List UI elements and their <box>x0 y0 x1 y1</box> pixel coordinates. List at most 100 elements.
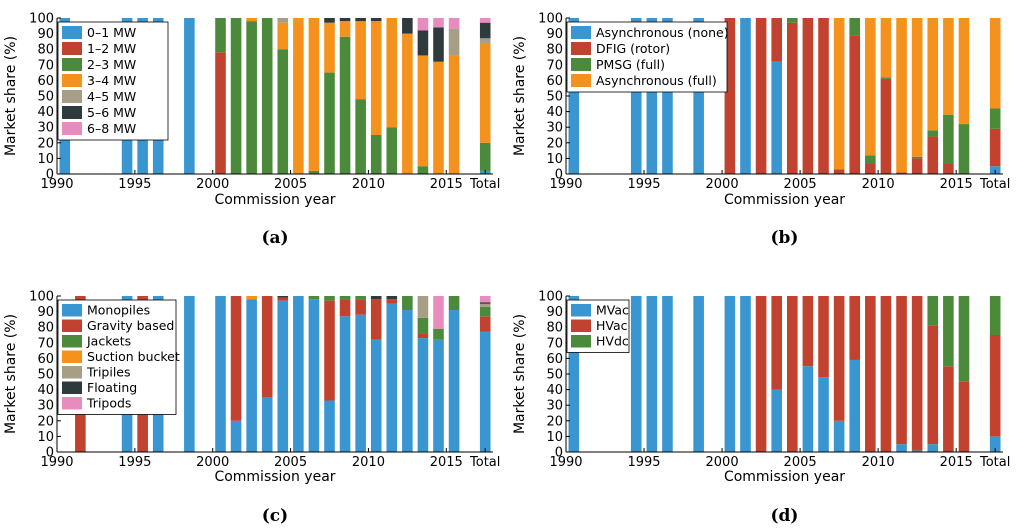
x-tick-label: Total <box>979 455 1010 470</box>
x-tick-label: 1995 <box>627 177 660 192</box>
bar-segment <box>989 296 1001 335</box>
y-axis-label: Market share (%) <box>3 314 19 434</box>
y-tick-label: 90 <box>37 27 54 42</box>
legend: 0–1 MW1–2 MW2–3 MW3–4 MW4–5 MW5–6 MW6–8 … <box>57 21 169 141</box>
bar-segment <box>215 296 226 452</box>
bar-segment <box>308 170 320 174</box>
legend-swatch <box>62 304 82 317</box>
bar-segment <box>402 296 413 311</box>
bar-segment <box>339 299 351 317</box>
x-tick-label: Total <box>469 455 500 470</box>
bar-segment <box>370 21 382 135</box>
bar-segment <box>261 296 273 398</box>
bar-segment <box>943 114 954 164</box>
bar-segment <box>693 296 704 452</box>
x-tick-label: 2005 <box>274 455 307 470</box>
bar-segment <box>771 61 782 174</box>
bar-segment <box>911 18 923 157</box>
bar-segment <box>479 38 491 43</box>
bar-segment <box>417 30 429 56</box>
bar-segment <box>568 296 580 452</box>
bar-segment <box>448 28 460 56</box>
bar-segment <box>927 444 939 452</box>
x-tick-label: Total <box>979 177 1010 192</box>
legend-swatch <box>571 74 591 87</box>
bar-segment <box>849 18 861 36</box>
y-tick-label: 80 <box>546 43 563 58</box>
bar-segment <box>479 306 491 317</box>
x-tick-label: 2010 <box>352 177 385 192</box>
legend-entry: Monopiles <box>87 303 150 318</box>
legend-box <box>566 21 728 93</box>
bar-segment <box>833 169 845 174</box>
x-tick-label: 1995 <box>627 455 660 470</box>
bar-segment <box>355 99 366 174</box>
y-axis-label: Market share (%) <box>512 314 528 434</box>
y-tick-label: 10 <box>546 430 563 445</box>
x-tick-label: 2000 <box>196 455 229 470</box>
bar-segment <box>479 316 491 332</box>
bar-segment <box>479 142 491 171</box>
bar-segment <box>818 377 829 452</box>
y-tick-label: 100 <box>29 290 54 305</box>
bar-segment <box>355 18 366 22</box>
bar-segment <box>479 331 491 452</box>
y-tick-label: 40 <box>37 383 54 398</box>
bar-segment <box>293 18 304 174</box>
y-tick-label: 10 <box>37 430 54 445</box>
y-tick-label: 0 <box>555 446 563 461</box>
legend-swatch <box>571 304 591 317</box>
x-tick-label: Total <box>469 177 500 192</box>
bar-segment <box>433 18 444 28</box>
bar-segment <box>324 300 335 401</box>
bar-segment <box>989 335 1001 437</box>
y-tick-label: 70 <box>37 336 54 351</box>
bar-segment <box>927 130 939 137</box>
legend-entry: 2–3 MW <box>87 57 136 72</box>
bar-segment <box>386 296 398 300</box>
bar-segment <box>849 296 861 360</box>
legend-entry: 4–5 MW <box>87 89 136 104</box>
x-tick-label: 2015 <box>430 455 463 470</box>
y-tick-label: 40 <box>546 383 563 398</box>
panel-caption: (d) <box>771 506 799 526</box>
bar-segment <box>818 18 829 174</box>
bar-segment <box>880 296 892 452</box>
bar-segment <box>849 359 861 452</box>
bar-segment <box>277 49 289 175</box>
bar-segment <box>215 52 226 174</box>
bar-segment <box>417 55 429 167</box>
bar-segment <box>355 21 366 100</box>
legend-swatch <box>571 319 591 332</box>
x-tick-label: 2005 <box>784 455 817 470</box>
bar-segment <box>417 18 429 31</box>
bar-segment <box>339 21 351 37</box>
bar-segment <box>880 77 892 79</box>
legend-entry: Gravity based <box>87 318 174 333</box>
legend-entry: 6–8 MW <box>87 121 136 136</box>
bar-segment <box>989 18 1001 109</box>
bar-segment <box>355 314 366 452</box>
bar-segment <box>630 296 642 452</box>
bar-segment <box>896 18 907 173</box>
bar-segment <box>943 296 954 367</box>
bar-segment <box>324 18 335 23</box>
bar-segment <box>370 296 382 300</box>
x-axis-label: Commission year <box>214 469 335 485</box>
bar-segment <box>943 18 954 115</box>
y-tick-label: 100 <box>538 290 563 305</box>
bar-segment <box>402 310 413 452</box>
bar-segment <box>958 381 970 452</box>
bar-segment <box>802 296 814 367</box>
bar-segment <box>308 18 320 171</box>
bar-segment <box>417 338 429 452</box>
x-tick-label: 2000 <box>196 177 229 192</box>
bar-segment <box>479 22 491 39</box>
y-tick-label: 80 <box>37 43 54 58</box>
bar-segment <box>324 22 335 73</box>
y-tick-label: 40 <box>37 105 54 120</box>
legend-swatch <box>571 58 591 71</box>
